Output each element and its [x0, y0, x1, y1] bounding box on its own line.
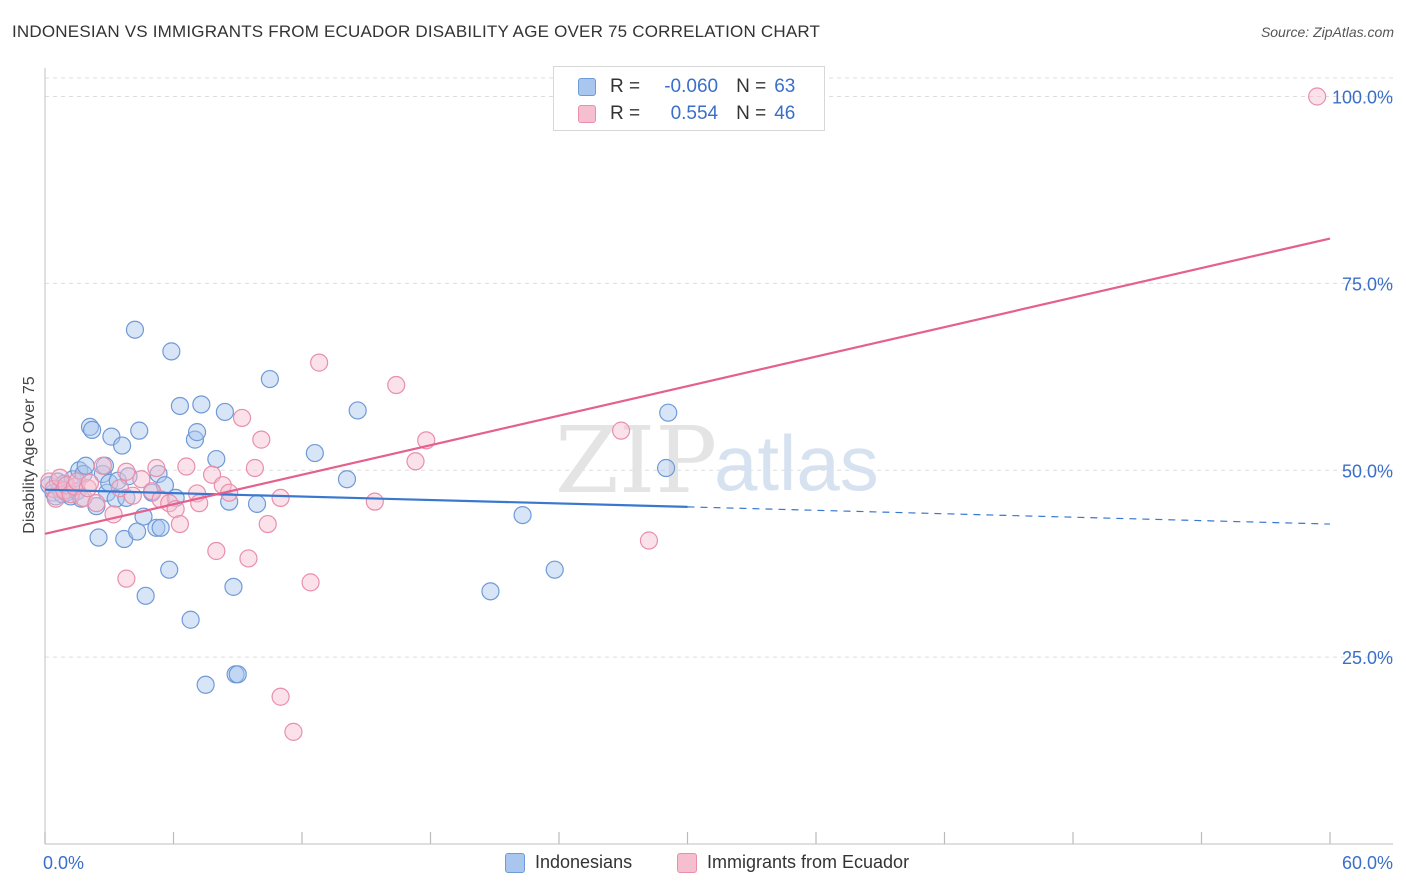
- indonesians-point: [89, 528, 108, 547]
- ecuador-point: [123, 486, 142, 505]
- correlation-legend: R = -0.060 N = 63 R = 0.554 N = 46: [553, 66, 825, 131]
- indonesians-point: [196, 675, 215, 694]
- r-value: -0.060: [664, 76, 719, 97]
- ecuador-point: [239, 549, 258, 568]
- ecuador-point: [117, 569, 136, 588]
- ecuador-point: [177, 457, 196, 476]
- ecuador-point: [117, 462, 136, 481]
- indonesians-point: [130, 421, 149, 440]
- n-value: 63: [774, 76, 796, 97]
- indonesians-trendline: [44, 488, 688, 508]
- ecuador-point: [406, 452, 425, 471]
- source-label: Source: ZipAtlas.com: [1260, 24, 1394, 40]
- ecuador-point: [301, 573, 320, 592]
- ecuador-point: [639, 531, 659, 550]
- ecuador-point: [271, 488, 290, 508]
- ecuador-point: [271, 687, 290, 706]
- indonesians-point: [170, 396, 190, 416]
- ecuador-point: [87, 494, 106, 513]
- ecuador-point: [252, 430, 271, 449]
- indonesians-point: [160, 560, 179, 579]
- n-label: N =: [736, 103, 767, 124]
- x-tick-label: 60.0%: [1342, 853, 1393, 873]
- trend-layer: [44, 237, 1331, 535]
- ecuador-point: [1308, 87, 1327, 106]
- grid-layer: [45, 77, 1393, 658]
- indonesians-point: [76, 456, 95, 475]
- ecuador-point: [80, 473, 100, 493]
- indonesians-point: [481, 582, 500, 601]
- bottom-legend-indonesians: Indonesians: [505, 852, 632, 873]
- indonesians-point: [247, 494, 267, 513]
- bottom-swatch-blue: [505, 852, 525, 873]
- indonesians-point: [192, 395, 211, 414]
- indonesians-point: [147, 518, 166, 537]
- indonesians-point: [83, 420, 102, 439]
- ecuador-point: [232, 408, 252, 428]
- bottom-swatch-pink: [677, 852, 697, 873]
- r-label: R =: [610, 103, 641, 124]
- indonesians-point: [215, 402, 234, 422]
- bottom-legend-label: Immigrants from Ecuador: [707, 852, 910, 872]
- ecuador-point: [612, 421, 631, 440]
- n-value: 46: [774, 103, 796, 124]
- legend-swatch-blue: [578, 78, 596, 96]
- ecuador-point: [310, 353, 329, 372]
- indonesians-point: [185, 430, 205, 449]
- y-tick-label: 25.0%: [1342, 648, 1393, 668]
- ecuador-point: [387, 375, 406, 395]
- indonesians-point: [305, 443, 324, 463]
- legend-swatch-pink: [578, 105, 596, 123]
- indonesians-point: [348, 401, 367, 420]
- indonesians-point: [127, 522, 147, 541]
- indonesians-point: [545, 560, 564, 579]
- x-tick-label: 0.0%: [43, 853, 84, 873]
- indonesians-point: [224, 577, 243, 596]
- y-axis-label: Disability Age Over 75: [21, 376, 38, 534]
- indonesians-point: [80, 417, 100, 436]
- watermark: ZIP atlas: [555, 407, 879, 514]
- indonesians-point: [228, 665, 247, 684]
- ecuador-point: [258, 514, 277, 534]
- ecuador-point: [132, 470, 151, 489]
- ecuador-point: [284, 722, 303, 741]
- indonesians-point: [151, 518, 170, 537]
- legend-row-indonesians: R = -0.060 N = 63: [578, 74, 795, 100]
- indonesians-point: [112, 436, 132, 455]
- watermark-atlas: atlas: [714, 419, 879, 507]
- y-tick-label: 75.0%: [1342, 274, 1393, 294]
- indonesians-point: [260, 369, 279, 389]
- indonesians-point: [187, 423, 207, 442]
- ecuador-point: [93, 456, 112, 475]
- y-tick-label: 50.0%: [1342, 461, 1393, 481]
- ecuador-point: [207, 541, 226, 561]
- indonesians-point: [162, 342, 181, 361]
- ecuador-point: [147, 458, 166, 478]
- axis-layer: 25.0% 50.0% 75.0% 100.0% 0.0% 60.0%: [43, 68, 1393, 873]
- bottom-legend-label: Indonesians: [535, 852, 633, 872]
- indonesians-point: [125, 320, 145, 339]
- indonesians-point: [656, 458, 676, 478]
- r-value: 0.554: [670, 103, 719, 124]
- watermark-zip: ZIP: [555, 407, 717, 514]
- indonesians-point: [136, 586, 155, 605]
- indonesians-point: [659, 403, 678, 422]
- indonesians-point: [181, 610, 200, 629]
- ecuador-trendline: [44, 237, 1331, 535]
- ecuador-point: [170, 514, 190, 534]
- r-label: R =: [610, 76, 641, 97]
- n-label: N =: [736, 76, 767, 97]
- legend-row-ecuador: R = 0.554 N = 46: [578, 101, 795, 127]
- indonesians-point: [337, 470, 357, 489]
- ecuador-point: [245, 458, 264, 478]
- ecuador-point: [365, 492, 384, 511]
- indonesians-point: [207, 449, 226, 469]
- bottom-legend-ecuador: Immigrants from Ecuador: [677, 852, 909, 873]
- y-tick-label: 100.0%: [1332, 88, 1393, 108]
- indonesians-point: [513, 505, 532, 525]
- chart-title: INDONESIAN VS IMMIGRANTS FROM ECUADOR DI…: [12, 22, 821, 41]
- indonesians-trendline-extension: [687, 506, 1331, 525]
